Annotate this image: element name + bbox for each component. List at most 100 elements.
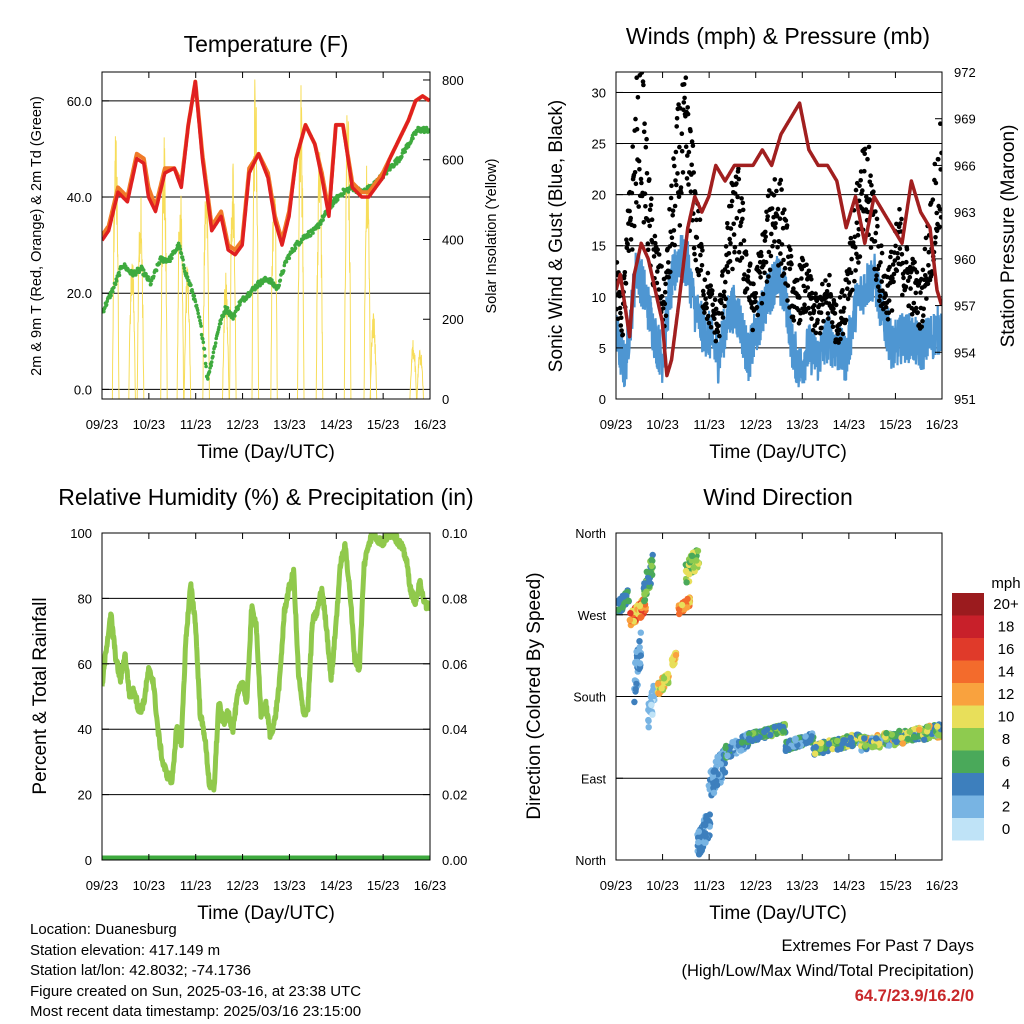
gust-point: [865, 156, 870, 162]
gust-point: [926, 249, 932, 255]
y-tick-label: 0: [599, 392, 606, 407]
gust-point: [632, 223, 637, 229]
gust-point: [634, 200, 639, 205]
gust-point: [873, 230, 879, 236]
y-tick-label: 40: [78, 722, 92, 737]
winds-panel: Winds (mph) & Pressure (mb) 09/23 10/23 11…: [546, 23, 1019, 463]
y2-tick-label: 966: [954, 158, 976, 173]
dewpoint-point: [204, 364, 208, 369]
x-tick-label: 10/23: [133, 417, 166, 432]
wind-direction-gridlines: [616, 532, 942, 861]
gust-point: [918, 290, 923, 295]
gust-point: [639, 72, 645, 75]
gust-point: [692, 251, 697, 257]
dewpoint-point: [170, 256, 174, 261]
y-tick-label: South: [573, 691, 606, 705]
gust-point: [750, 327, 755, 333]
y-tick-label: 60: [78, 657, 92, 672]
gust-point: [702, 310, 707, 315]
gust-point: [791, 318, 797, 323]
direction-point: [888, 731, 896, 738]
y2-tick-label: 972: [954, 65, 976, 80]
gust-point: [727, 236, 732, 242]
y2-tick-label: 957: [954, 299, 976, 314]
dewpoint-point: [219, 317, 224, 322]
temperature-panel: Temperature (F) 09/23 10/23 11/23 12/23 13/2…: [29, 31, 500, 463]
gust-point: [753, 291, 759, 296]
gust-point: [830, 324, 836, 330]
dewpoint-point: [111, 289, 115, 294]
gust-point: [853, 187, 859, 193]
dewpoint-point: [184, 271, 189, 276]
dewpoint-point: [189, 283, 193, 287]
x-tick-label: 09/23: [600, 417, 633, 432]
gust-point: [700, 288, 706, 294]
gust-point: [826, 282, 831, 288]
gust-point: [900, 260, 905, 266]
y2-tick-label: 800: [442, 73, 464, 88]
direction-point: [745, 735, 753, 742]
wind-direction-panel: Wind Direction 09/23 10/23 11/23 12/23 13/23…: [524, 484, 1021, 924]
gust-point: [694, 235, 700, 240]
insolation-line: [315, 152, 324, 399]
gust-point: [668, 269, 673, 275]
gust-point: [736, 166, 741, 171]
dewpoint-point: [211, 350, 216, 355]
gust-point: [706, 313, 711, 319]
humidity-series: [102, 533, 430, 860]
direction-point: [655, 680, 662, 688]
gust-point: [889, 308, 895, 313]
gust-point: [898, 221, 903, 226]
dewpoint-point: [194, 303, 199, 308]
gust-point: [627, 208, 632, 214]
gust-point: [735, 194, 740, 200]
gust-point: [890, 276, 895, 281]
x-tick-label: 09/23: [600, 878, 633, 893]
temperature-9m-line: [102, 79, 430, 252]
x-tick-label: 14/23: [320, 417, 353, 432]
direction-point: [802, 733, 809, 740]
direction-point: [921, 736, 928, 743]
direction-point: [688, 552, 696, 559]
gust-point: [904, 259, 909, 265]
direction-point: [647, 569, 654, 576]
y-tick-label: 60.0: [67, 94, 92, 109]
extremes-subtitle: (High/Low/Max Wind/Total Precipitation): [681, 962, 974, 980]
gust-point: [697, 217, 703, 222]
winds-ticks: 09/23 10/23 11/23 12/23 13/23 14/23 15/23 16/23…: [592, 65, 976, 432]
direction-point: [693, 557, 700, 564]
gust-point: [825, 311, 831, 316]
gust-point: [899, 252, 905, 257]
direction-point: [637, 629, 644, 636]
y2-tick-label: 0.08: [442, 591, 467, 606]
gust-point: [753, 299, 758, 304]
gust-point: [662, 289, 668, 295]
dewpoint-point: [179, 251, 184, 256]
gust-point: [797, 317, 803, 323]
y-tick-label: 20.0: [67, 286, 92, 301]
gust-point: [622, 270, 628, 275]
gust-point: [901, 275, 906, 281]
gust-point: [933, 235, 938, 240]
gust-point: [672, 203, 678, 209]
gust-point: [926, 263, 931, 268]
x-tick-label: 16/23: [414, 878, 447, 893]
gust-point: [702, 277, 708, 283]
gust-point: [899, 216, 904, 222]
gust-point: [691, 245, 697, 251]
dewpoint-point: [218, 321, 223, 326]
direction-point: [767, 731, 774, 739]
dewpoint-point: [195, 308, 200, 313]
dewpoint-point: [277, 283, 282, 288]
gust-point: [708, 324, 714, 330]
gust-point: [731, 232, 737, 237]
gust-point: [852, 245, 858, 250]
gust-point: [763, 234, 768, 240]
gust-point: [879, 279, 884, 284]
gust-point: [871, 189, 876, 194]
gust-point: [892, 258, 898, 263]
gust-point: [729, 198, 735, 204]
wind-direction-title: Wind Direction: [703, 484, 853, 510]
dewpoint-point: [316, 225, 321, 230]
dewpoint-point: [181, 258, 185, 262]
